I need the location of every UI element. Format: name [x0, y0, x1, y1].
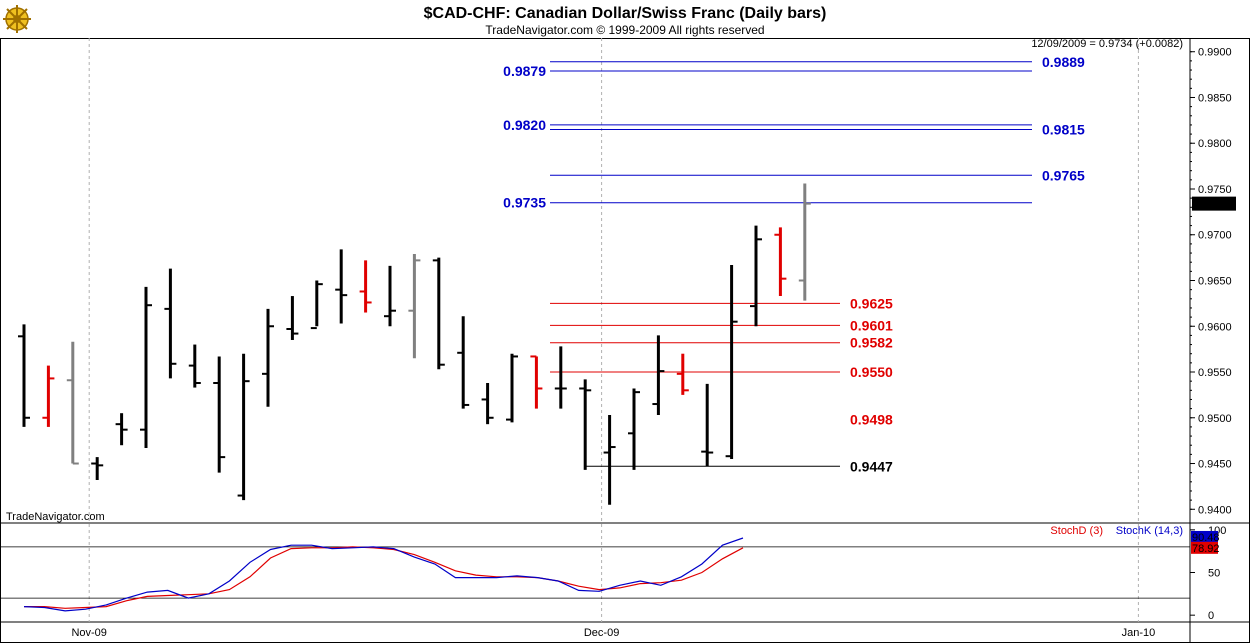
stoch-d-marker — [1191, 541, 1218, 554]
date-tick-label: Nov-09 — [71, 627, 106, 639]
ohlc-bar — [335, 249, 348, 324]
level-label: 0.9582 — [850, 335, 893, 351]
stoch-k-line — [23, 537, 744, 612]
ohlc-bar — [701, 383, 714, 467]
ohlc-bar — [676, 353, 689, 395]
ohlc-bar — [725, 264, 738, 459]
level-label: 0.9498 — [850, 412, 893, 428]
levels-layer: 0.9889 0.9879 0.9820 0.9815 0.9765 0.9735 0.96… — [503, 54, 1085, 474]
ohlc-bar — [66, 341, 79, 465]
logo-icon — [3, 5, 31, 33]
level-label: 0.9815 — [1042, 122, 1085, 138]
grid-layer — [88, 38, 1139, 622]
ohlc-bar — [262, 308, 274, 407]
level-label: 0.9625 — [850, 295, 893, 311]
ohlc-bar — [310, 280, 323, 330]
price-tick-label: 0.9850 — [1198, 92, 1232, 104]
ohlc-bar — [774, 227, 787, 297]
last-bar-info: 12/09/2009 = 0.9734 (+0.0082) — [1031, 38, 1183, 50]
ohlc-bar — [237, 353, 250, 501]
date-tick-label: Jan-10 — [1122, 627, 1156, 639]
chart-frame — [0, 38, 1250, 643]
price-tick-label: 0.9550 — [1198, 367, 1232, 379]
price-tick-label: 0.9400 — [1198, 504, 1232, 516]
ohlc-bar — [798, 183, 811, 301]
ohlc-bar — [213, 356, 226, 473]
ohlc-bar — [506, 353, 518, 423]
ohlc-bar — [432, 257, 445, 370]
ohlc-bar — [42, 365, 55, 427]
price-tick-label: 0.9800 — [1198, 138, 1232, 150]
ohlc-bar — [18, 324, 30, 427]
last-price-marker — [1192, 196, 1236, 211]
ohlc-bar — [457, 316, 470, 409]
chart-title: $CAD-CHF: Canadian Dollar/Swiss Franc (D… — [424, 5, 827, 22]
level-label: 0.9879 — [503, 63, 546, 79]
stoch-tick-label: 50 — [1208, 568, 1220, 580]
ohlc-bar — [554, 346, 567, 409]
watermark: TradeNavigator.com — [6, 511, 105, 523]
level-label: 0.9447 — [850, 458, 893, 474]
ohlc-bar — [91, 457, 104, 480]
level-label: 0.9550 — [850, 364, 893, 380]
ohlc-bar — [530, 355, 543, 409]
chart-subtitle: TradeNavigator.com © 1999-2009 All right… — [485, 23, 764, 37]
ohlc-bar — [384, 265, 396, 327]
ohlc-bar — [603, 415, 616, 505]
ohlc-bar — [652, 335, 665, 416]
price-tick-label: 0.9900 — [1198, 47, 1232, 59]
ohlc-bar — [188, 344, 201, 388]
price-tick-label: 0.9700 — [1198, 230, 1232, 242]
ohlc-bar — [628, 388, 640, 470]
ohlc-bar — [286, 296, 299, 340]
ohlc-bar — [750, 225, 762, 327]
stoch-d-line — [24, 546, 744, 609]
price-tick-label: 0.9600 — [1198, 321, 1232, 333]
ohlc-bar — [140, 286, 152, 448]
stoch-d-last-label: 78.92 — [1192, 543, 1220, 555]
ohlc-bar — [408, 253, 421, 359]
stoch-d-legend: StochD (3) — [1050, 525, 1103, 537]
ohlc-bar — [359, 260, 372, 313]
ohlc-bar — [115, 413, 128, 446]
stoch-tick-label: 0 — [1208, 610, 1214, 622]
stoch-k-marker — [1191, 530, 1218, 543]
last-price-label: 0.9734 — [1194, 199, 1228, 211]
stoch-k-last-label: 90.48 — [1192, 532, 1220, 544]
ohlc-bar — [164, 268, 177, 379]
ohlc-bar — [481, 382, 494, 425]
level-label: 0.9735 — [503, 195, 546, 211]
price-tick-label: 0.9750 — [1198, 184, 1232, 196]
axes: Nov-09 Dec-09 Jan-10 0.9400 0.9450 0.9500 0.95… — [71, 47, 1236, 639]
ohlc-bar — [579, 379, 592, 470]
level-label: 0.9765 — [1042, 167, 1085, 183]
stoch-k-legend: StochK (14,3) — [1116, 525, 1183, 537]
price-tick-label: 0.9450 — [1198, 459, 1232, 471]
level-label: 0.9889 — [1042, 54, 1085, 70]
price-bars — [18, 183, 811, 505]
date-tick-label: Dec-09 — [584, 627, 619, 639]
level-label: 0.9820 — [503, 117, 546, 133]
price-tick-label: 0.9500 — [1198, 413, 1232, 425]
price-tick-label: 0.9650 — [1198, 276, 1232, 288]
level-label: 0.9601 — [850, 317, 893, 333]
